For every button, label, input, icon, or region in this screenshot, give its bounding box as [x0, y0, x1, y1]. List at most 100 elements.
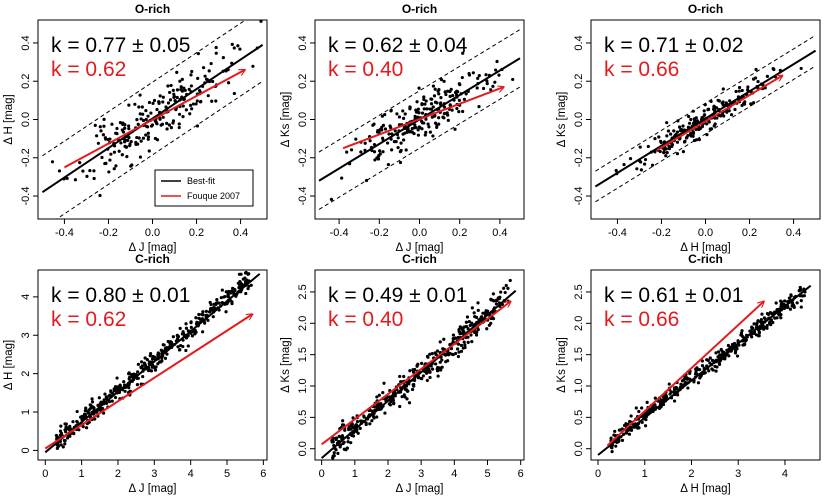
- data-point: [158, 116, 162, 120]
- data-point: [136, 370, 140, 374]
- data-point: [420, 361, 424, 365]
- data-point: [392, 390, 397, 394]
- data-point: [464, 92, 468, 96]
- data-point: [399, 148, 403, 153]
- data-point: [345, 150, 349, 154]
- data-point: [354, 429, 359, 434]
- data-point: [717, 361, 721, 365]
- data-point: [214, 51, 218, 55]
- data-point: [342, 423, 346, 427]
- data-point: [707, 369, 711, 373]
- data-point: [244, 291, 248, 296]
- data-point: [120, 128, 124, 132]
- data-point: [149, 111, 153, 115]
- data-point: [88, 403, 92, 407]
- data-point: [399, 380, 403, 384]
- data-point: [176, 345, 180, 349]
- data-point: [640, 406, 644, 410]
- data-point: [436, 89, 440, 93]
- data-point: [355, 419, 360, 424]
- y-tick-label: 0.4: [573, 35, 585, 50]
- x-tick-label: 5: [224, 468, 230, 480]
- y-tick-label: -0.2: [573, 148, 585, 167]
- x-tick-label: -0.2: [99, 227, 118, 239]
- data-point: [712, 124, 716, 128]
- data-point: [351, 416, 355, 420]
- data-point: [628, 157, 633, 161]
- data-point: [721, 87, 725, 91]
- data-point: [685, 135, 689, 139]
- data-point: [128, 144, 132, 148]
- data-point: [779, 316, 783, 320]
- data-point: [249, 283, 253, 287]
- data-point: [220, 288, 224, 292]
- data-point: [184, 348, 188, 353]
- data-point: [415, 100, 419, 104]
- data-point: [177, 112, 182, 116]
- data-point: [627, 432, 632, 436]
- data-point: [407, 401, 412, 405]
- data-point: [754, 333, 758, 337]
- data-point: [99, 129, 103, 133]
- data-point: [480, 315, 484, 319]
- data-point: [715, 116, 719, 120]
- data-point: [370, 419, 374, 423]
- data-point: [91, 405, 95, 409]
- data-point: [753, 76, 758, 80]
- y-tick-label: 2.5: [573, 284, 585, 299]
- y-tick-label: 0.0: [297, 441, 309, 456]
- x-tick-label: 2: [688, 468, 694, 480]
- data-point: [141, 136, 146, 140]
- data-point: [139, 117, 143, 121]
- data-point: [672, 129, 676, 133]
- y-axis-label: Δ H [mag]: [3, 340, 15, 391]
- data-point: [653, 137, 657, 141]
- data-point: [406, 128, 410, 132]
- y-axis-label: Δ Ks [mag]: [280, 92, 292, 148]
- k-fit-label: k = 0.49 ± 0.01: [328, 284, 467, 307]
- data-point: [451, 352, 455, 357]
- data-point: [665, 121, 669, 125]
- y-tick-label: 0.0: [20, 112, 32, 127]
- data-point: [216, 301, 220, 305]
- data-point: [722, 114, 726, 118]
- x-tick-label: 0.0: [145, 227, 160, 239]
- data-point: [190, 334, 195, 338]
- data-point: [433, 121, 438, 125]
- data-point: [140, 105, 144, 109]
- data-point: [699, 126, 703, 130]
- data-point: [609, 436, 613, 440]
- data-point: [435, 125, 439, 129]
- data-point: [75, 409, 79, 414]
- data-point: [210, 99, 214, 103]
- data-point: [68, 424, 72, 428]
- data-point: [439, 78, 444, 82]
- data-point: [388, 403, 393, 407]
- data-point: [115, 376, 119, 380]
- data-point: [138, 112, 142, 116]
- data-point: [756, 319, 760, 323]
- data-point: [644, 418, 648, 422]
- data-point: [110, 122, 114, 126]
- data-point: [771, 66, 775, 71]
- data-point: [154, 120, 158, 124]
- data-point: [638, 145, 642, 149]
- data-point: [467, 71, 471, 76]
- data-point: [430, 351, 434, 356]
- data-point: [50, 160, 55, 164]
- data-point: [643, 424, 648, 428]
- data-point: [446, 89, 450, 93]
- data-point: [188, 112, 192, 116]
- data-point: [428, 352, 432, 356]
- data-point: [398, 374, 402, 379]
- plot-area: [44, 270, 261, 454]
- data-point: [432, 94, 437, 98]
- data-point: [620, 438, 625, 442]
- data-point: [144, 109, 148, 113]
- data-point: [58, 433, 62, 437]
- data-point: [127, 127, 131, 131]
- data-point: [610, 449, 614, 454]
- data-point: [189, 84, 193, 88]
- data-point: [461, 346, 465, 350]
- data-point: [629, 414, 633, 418]
